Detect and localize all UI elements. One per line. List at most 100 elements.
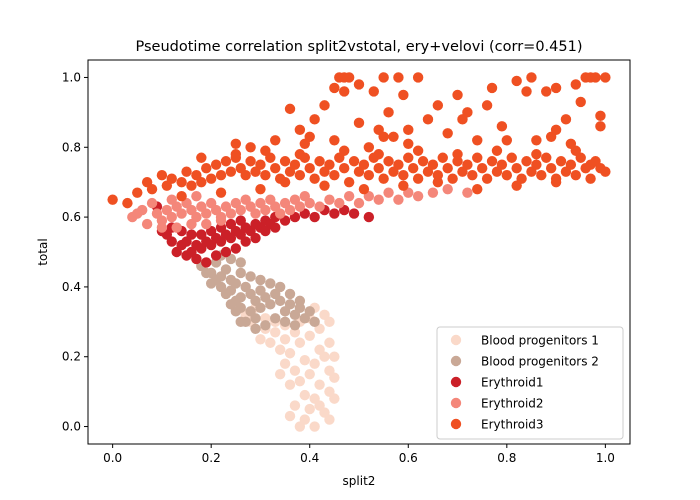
data-point: [146, 197, 158, 209]
data-point: [526, 72, 537, 83]
data-point: [314, 344, 325, 355]
data-point: [560, 114, 572, 125]
data-point: [432, 176, 444, 188]
data-point: [210, 159, 222, 170]
data-point: [245, 271, 256, 282]
data-point: [270, 313, 281, 324]
data-point: [289, 365, 301, 376]
data-point: [496, 121, 508, 132]
x-tick-label: 0.6: [399, 451, 418, 465]
data-point: [299, 355, 310, 366]
data-point: [467, 170, 478, 181]
data-point: [274, 281, 286, 293]
data-point: [403, 124, 414, 136]
data-point: [486, 82, 498, 94]
data-point: [575, 96, 586, 108]
data-point: [304, 403, 315, 415]
data-point: [363, 142, 375, 153]
data-point: [274, 368, 286, 380]
x-tick-label: 1.0: [596, 451, 615, 465]
data-point: [235, 267, 246, 279]
data-point: [585, 159, 596, 170]
data-point: [146, 183, 158, 195]
data-point: [284, 299, 296, 310]
data-point: [501, 170, 513, 181]
data-point: [378, 173, 389, 184]
data-point: [220, 288, 232, 300]
data-point: [284, 288, 296, 300]
data-point: [442, 128, 453, 139]
data-point: [545, 163, 557, 174]
data-point: [304, 368, 315, 380]
data-point: [235, 316, 246, 328]
data-point: [205, 173, 217, 184]
data-point: [220, 264, 232, 275]
data-point: [309, 421, 320, 432]
data-point: [225, 218, 237, 230]
data-point: [343, 176, 355, 188]
data-point: [255, 334, 266, 345]
data-point: [201, 163, 212, 174]
data-point: [565, 159, 577, 170]
data-point: [255, 159, 266, 170]
data-point: [245, 306, 256, 317]
data-point: [590, 72, 601, 83]
data-point: [279, 316, 291, 328]
data-point: [186, 218, 197, 230]
ticks-layer: 0.0 0.2 0.4 0.6 0.8 1.0 0.0 0.2 0.4 0.6 0.8 1.0: [62, 70, 615, 465]
data-point: [393, 72, 404, 83]
data-point: [353, 79, 365, 90]
data-point: [368, 86, 379, 97]
data-point: [284, 103, 296, 115]
legend-label: Erythroid1: [481, 376, 544, 390]
data-point: [265, 337, 276, 348]
data-point: [191, 253, 202, 265]
data-point: [289, 320, 301, 331]
data-point: [491, 145, 503, 156]
data-point: [166, 194, 177, 205]
data-point: [383, 187, 394, 198]
data-point: [353, 117, 365, 129]
data-point: [255, 302, 266, 314]
data-point: [230, 149, 242, 160]
data-point: [412, 190, 424, 202]
data-point: [181, 166, 192, 177]
legend-frame: [436, 326, 624, 440]
data-point: [324, 337, 335, 348]
data-point: [255, 183, 266, 195]
data-point: [339, 163, 350, 174]
data-point: [329, 82, 340, 94]
x-tick-label: 0.2: [202, 451, 221, 465]
data-point: [314, 379, 325, 390]
data-point: [319, 180, 330, 191]
data-point: [329, 135, 340, 146]
data-point: [343, 190, 355, 202]
data-point: [294, 124, 306, 136]
data-point: [393, 194, 404, 205]
data-point: [324, 194, 335, 205]
data-point: [353, 197, 365, 209]
data-point: [339, 86, 350, 97]
data-point: [294, 201, 306, 212]
data-point: [260, 225, 271, 237]
data-point: [452, 89, 463, 101]
data-point: [196, 152, 207, 163]
data-point: [166, 211, 177, 223]
data-point: [476, 163, 488, 174]
data-point: [107, 194, 118, 205]
data-point: [531, 135, 542, 146]
data-point: [570, 79, 581, 90]
data-point: [230, 243, 242, 254]
data-point: [279, 176, 291, 188]
legend-marker: [450, 334, 462, 346]
data-point: [412, 72, 424, 83]
data-point: [210, 274, 222, 286]
legend-entries: Blood progenitors 1 Blood progenitors 2 Er…: [450, 334, 599, 432]
data-point: [314, 201, 325, 212]
data-point: [324, 159, 335, 170]
data-point: [521, 156, 532, 167]
data-point: [329, 208, 340, 219]
data-point: [196, 176, 207, 188]
data-point: [250, 208, 261, 219]
